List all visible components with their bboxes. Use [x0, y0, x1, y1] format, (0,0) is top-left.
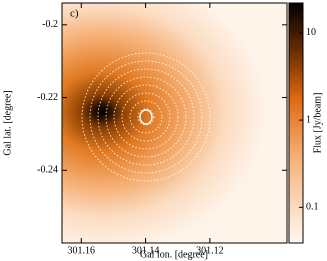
peak-contour [139, 109, 153, 125]
emission [62, 3, 287, 243]
colorbar-tick-label: 1 [306, 114, 311, 125]
x-tick-label: 301.12 [196, 245, 224, 256]
y-tick-label: -0.2 [42, 19, 58, 30]
contours [81, 52, 211, 182]
colorbar-tick-label: 10 [306, 27, 316, 38]
y-tick-label: -0.22 [37, 92, 58, 103]
map [62, 3, 287, 243]
x-axis-label: Gal lon. [degree] [140, 249, 208, 260]
colorbar-label: Flux [Jy/beam] [312, 93, 323, 154]
x-tick-label: 301.14 [132, 245, 160, 256]
colorbar-tick-label: 0.1 [306, 202, 319, 213]
x-tick-label: 301.16 [68, 245, 96, 256]
colorbar [288, 2, 304, 244]
y-axis-label: Gal lat. [degree] [2, 90, 13, 155]
panel-label: c) [70, 8, 79, 20]
y-tick-label: -0.24 [37, 165, 58, 176]
plot-frame [61, 2, 288, 244]
